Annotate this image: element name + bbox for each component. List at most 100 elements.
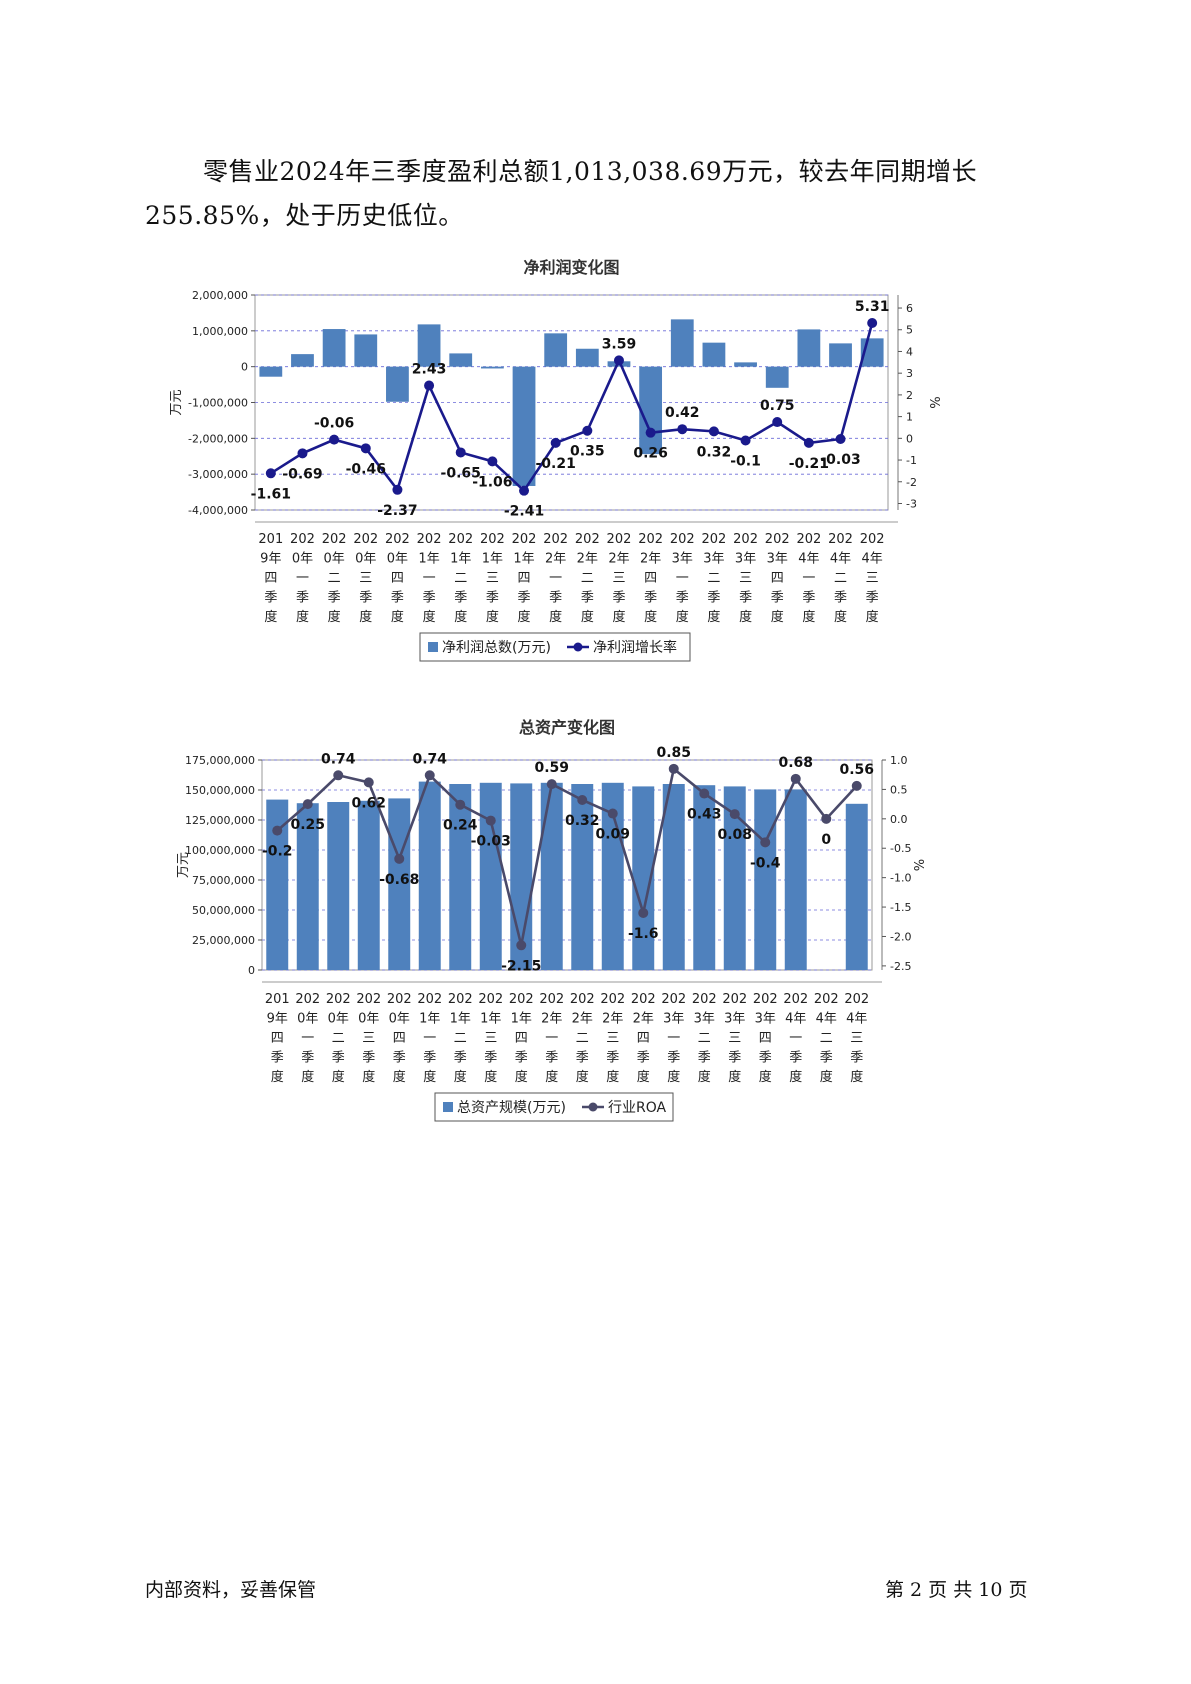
line-point [790, 773, 801, 784]
x-tick-label: 度 [581, 609, 594, 625]
x-tick-label: 度 [820, 1069, 833, 1085]
x-tick-label: 202 [796, 532, 821, 547]
bar [540, 782, 563, 970]
line-point [485, 815, 496, 826]
y-tick-label: 50,000,000 [192, 904, 255, 917]
net-profit-chart-svg: 净利润变化图 2,000,000 1,000,000 0 -1,000,000 -2,00… [169, 258, 941, 662]
x-tick-label: 二 [454, 1031, 467, 1046]
x-tick-label: 一 [423, 1031, 436, 1046]
x-tick-label: 4年 [816, 1012, 837, 1027]
bar [259, 366, 283, 377]
x-tick-label: 202 [295, 992, 320, 1007]
x-tick-label: 0年 [358, 1012, 379, 1027]
x-tick-label: 4年 [785, 1012, 806, 1027]
net-profit-chart: 净利润变化图 2,000,000 1,000,000 0 -1,000,000 -2,00… [169, 255, 980, 675]
x-tick-label: 9年 [260, 552, 281, 567]
x-tick-label: 季 [423, 591, 436, 606]
x-tick-label: 三 [739, 571, 752, 586]
line-point [607, 808, 618, 819]
x-tick-label: 季 [707, 591, 720, 606]
x-tick-label: 度 [707, 609, 720, 625]
x-tick-label: 度 [698, 1069, 711, 1085]
x-tick-label: 度 [576, 1069, 589, 1085]
x-tick-label: 202 [353, 532, 378, 547]
footer-page-number: 第 2 页 共 10 页 [885, 1579, 1028, 1601]
y2-tick-label: 1 [906, 411, 913, 424]
y2-tick-label: 3 [906, 367, 913, 380]
bar [480, 366, 504, 369]
x-tick-label: 度 [739, 609, 752, 625]
x-tick-label: 度 [606, 1069, 619, 1085]
plot-frame [261, 759, 873, 971]
x-tick-label: 202 [290, 532, 315, 547]
bar [639, 366, 663, 455]
x-tick-label: 度 [484, 1069, 497, 1085]
x-tick-label: 202 [387, 992, 412, 1007]
x-tick-label: 2年 [577, 552, 598, 567]
x-tick-label: 二 [576, 1031, 589, 1046]
x-tick-label: 202 [539, 992, 564, 1007]
x-tick-label: 季 [454, 1051, 467, 1066]
x-tick-label: 3年 [755, 1012, 776, 1027]
summary-line-2: 255.85%，处于历史低位。 [145, 201, 464, 230]
legend-line-marker [588, 1102, 598, 1112]
x-tick-label: 202 [512, 532, 537, 547]
line-point [297, 448, 308, 459]
bar [512, 366, 536, 486]
y2-tick-label: -1.5 [890, 901, 911, 914]
line-point [835, 433, 846, 444]
y2-tick-label: -2 [906, 476, 917, 489]
total-assets-chart: 总资产变化图 175,000,000 150,000,000 125,000,000 1… [176, 715, 980, 1135]
bar [327, 802, 350, 970]
x-tick-label: 202 [509, 992, 534, 1007]
line-point [394, 853, 405, 864]
data-label: -1.61 [251, 486, 291, 502]
x-tick-label: 202 [783, 992, 808, 1007]
data-label: 2.43 [412, 362, 447, 378]
x-tick-label: 2年 [608, 552, 629, 567]
bar [479, 782, 502, 970]
line-point [550, 437, 561, 448]
line-point [708, 426, 719, 437]
data-label: 3.59 [602, 336, 637, 352]
x-tick-label: 度 [518, 609, 531, 625]
x-tick-label: 202 [575, 532, 600, 547]
y-tick-label: 175,000,000 [185, 754, 255, 767]
x-tick-label: 3年 [735, 552, 756, 567]
x-tick-label: 一 [802, 571, 815, 586]
data-label: -0.2 [262, 844, 293, 860]
x-tick-label: 四 [759, 1031, 772, 1046]
y2-tick-label: 6 [906, 302, 913, 315]
x-tick-label: 202 [478, 992, 503, 1007]
line-point [668, 763, 679, 774]
x-tick-label: 季 [789, 1051, 802, 1066]
line-point [740, 435, 751, 446]
x-tick-label: 度 [423, 1069, 436, 1085]
x-tick-label: 季 [612, 591, 625, 606]
y-tick-label: 0 [248, 964, 255, 977]
x-tick-label: 季 [484, 1051, 497, 1066]
x-tick-label: 1年 [511, 1012, 532, 1027]
summary-paragraph: 零售业2024年三季度盈利总额1,013,038.69万元，较去年同期增长 25… [145, 150, 1045, 238]
x-tick-label: 1年 [513, 552, 534, 567]
bar [754, 789, 777, 970]
line-point [582, 425, 593, 436]
line-point [760, 837, 771, 848]
x-tick-label: 三 [486, 571, 499, 586]
data-label: -2.37 [377, 503, 417, 519]
bar [797, 329, 821, 367]
data-label: -2.41 [504, 504, 544, 520]
series-line [276, 766, 858, 946]
data-label: -0.68 [379, 872, 419, 888]
legend-line-label: 净利润增长率 [593, 639, 677, 656]
line-point [851, 780, 862, 791]
data-label: 0 [821, 832, 831, 848]
y-tick-label: 125,000,000 [185, 814, 255, 827]
summary-line-1: 零售业2024年三季度盈利总额1,013,038.69万元，较去年同期增长 [203, 157, 978, 186]
bar [670, 319, 694, 367]
line-point [392, 484, 403, 495]
x-tick-label: 度 [667, 1069, 680, 1085]
x-tick-label: 度 [362, 1069, 375, 1085]
x-tick-label: 202 [385, 532, 410, 547]
x-tick-label: 季 [576, 1051, 589, 1066]
